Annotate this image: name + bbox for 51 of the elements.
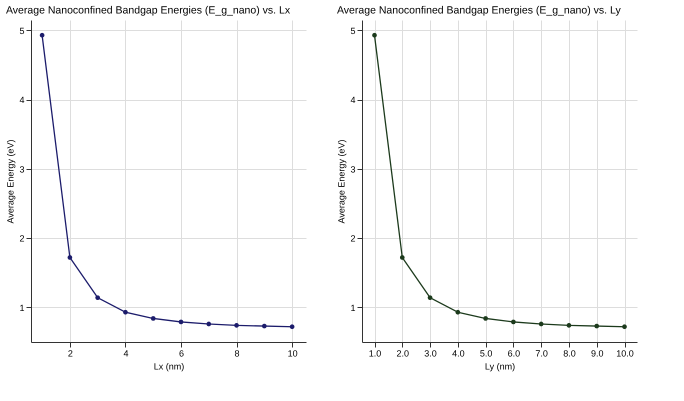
x-tick-label: 6.0 — [508, 348, 520, 358]
y-tick-label: 3 — [350, 164, 356, 174]
x-axis-title: Lx (nm) — [154, 362, 184, 372]
y-axis-title: Average Energy (eV) — [336, 140, 346, 224]
y-tick-label: 4 — [19, 95, 24, 106]
y-tick-label: 1 — [350, 302, 356, 313]
y-tick-label: 1 — [19, 302, 24, 313]
point — [206, 322, 212, 326]
point — [372, 32, 377, 38]
point — [178, 320, 184, 324]
point — [483, 316, 488, 321]
y-tick-label: 3 — [19, 164, 24, 174]
point — [400, 255, 405, 260]
y-tick-label: 2 — [19, 234, 24, 244]
y-tick-label: 4 — [350, 95, 356, 106]
x-tick-label: 6 — [178, 348, 184, 358]
point — [150, 316, 156, 321]
x-tick-label: 4 — [123, 348, 128, 358]
x-tick-label: 2.0 — [396, 348, 410, 358]
point — [290, 324, 294, 330]
y-tick-label: 2 — [350, 234, 356, 244]
x-tick-label: 7.0 — [535, 348, 548, 358]
y-tick-label: 5 — [350, 26, 356, 36]
chart-title: Average Nanoconfined Bandgap Energies (E_g_nano) vs. Lx — [6, 4, 291, 16]
point — [68, 255, 72, 260]
x-tick-label: 10.0 — [616, 348, 634, 358]
x-tick-label: 9.0 — [590, 348, 604, 358]
x-tick-label: 3.0 — [424, 348, 437, 358]
point — [594, 324, 600, 328]
point — [566, 323, 572, 328]
point — [95, 295, 100, 300]
x-axis-title: Ly (nm) — [484, 362, 516, 372]
point — [40, 32, 44, 38]
y-axis-title: Average Energy (eV) — [5, 140, 16, 224]
point — [123, 310, 128, 315]
x-tick-label: 1.0 — [368, 348, 382, 358]
point — [622, 324, 627, 330]
x-tick-label: 5.0 — [480, 348, 492, 358]
y-tick-label: 5 — [19, 26, 24, 36]
point — [428, 295, 432, 300]
x-tick-label: 8.0 — [563, 348, 576, 358]
point — [262, 324, 267, 328]
point — [455, 310, 460, 315]
x-tick-label: 8 — [234, 348, 240, 358]
point — [538, 322, 544, 326]
x-tick-label: 2 — [68, 348, 73, 358]
chart-title: Average Nanoconfined Bandgap Energies (E_g_nano) vs. Ly — [336, 4, 622, 16]
x-tick-label: 4.0 — [452, 348, 465, 358]
point — [234, 323, 239, 328]
x-tick-label: 10 — [288, 348, 298, 358]
point — [511, 320, 516, 324]
